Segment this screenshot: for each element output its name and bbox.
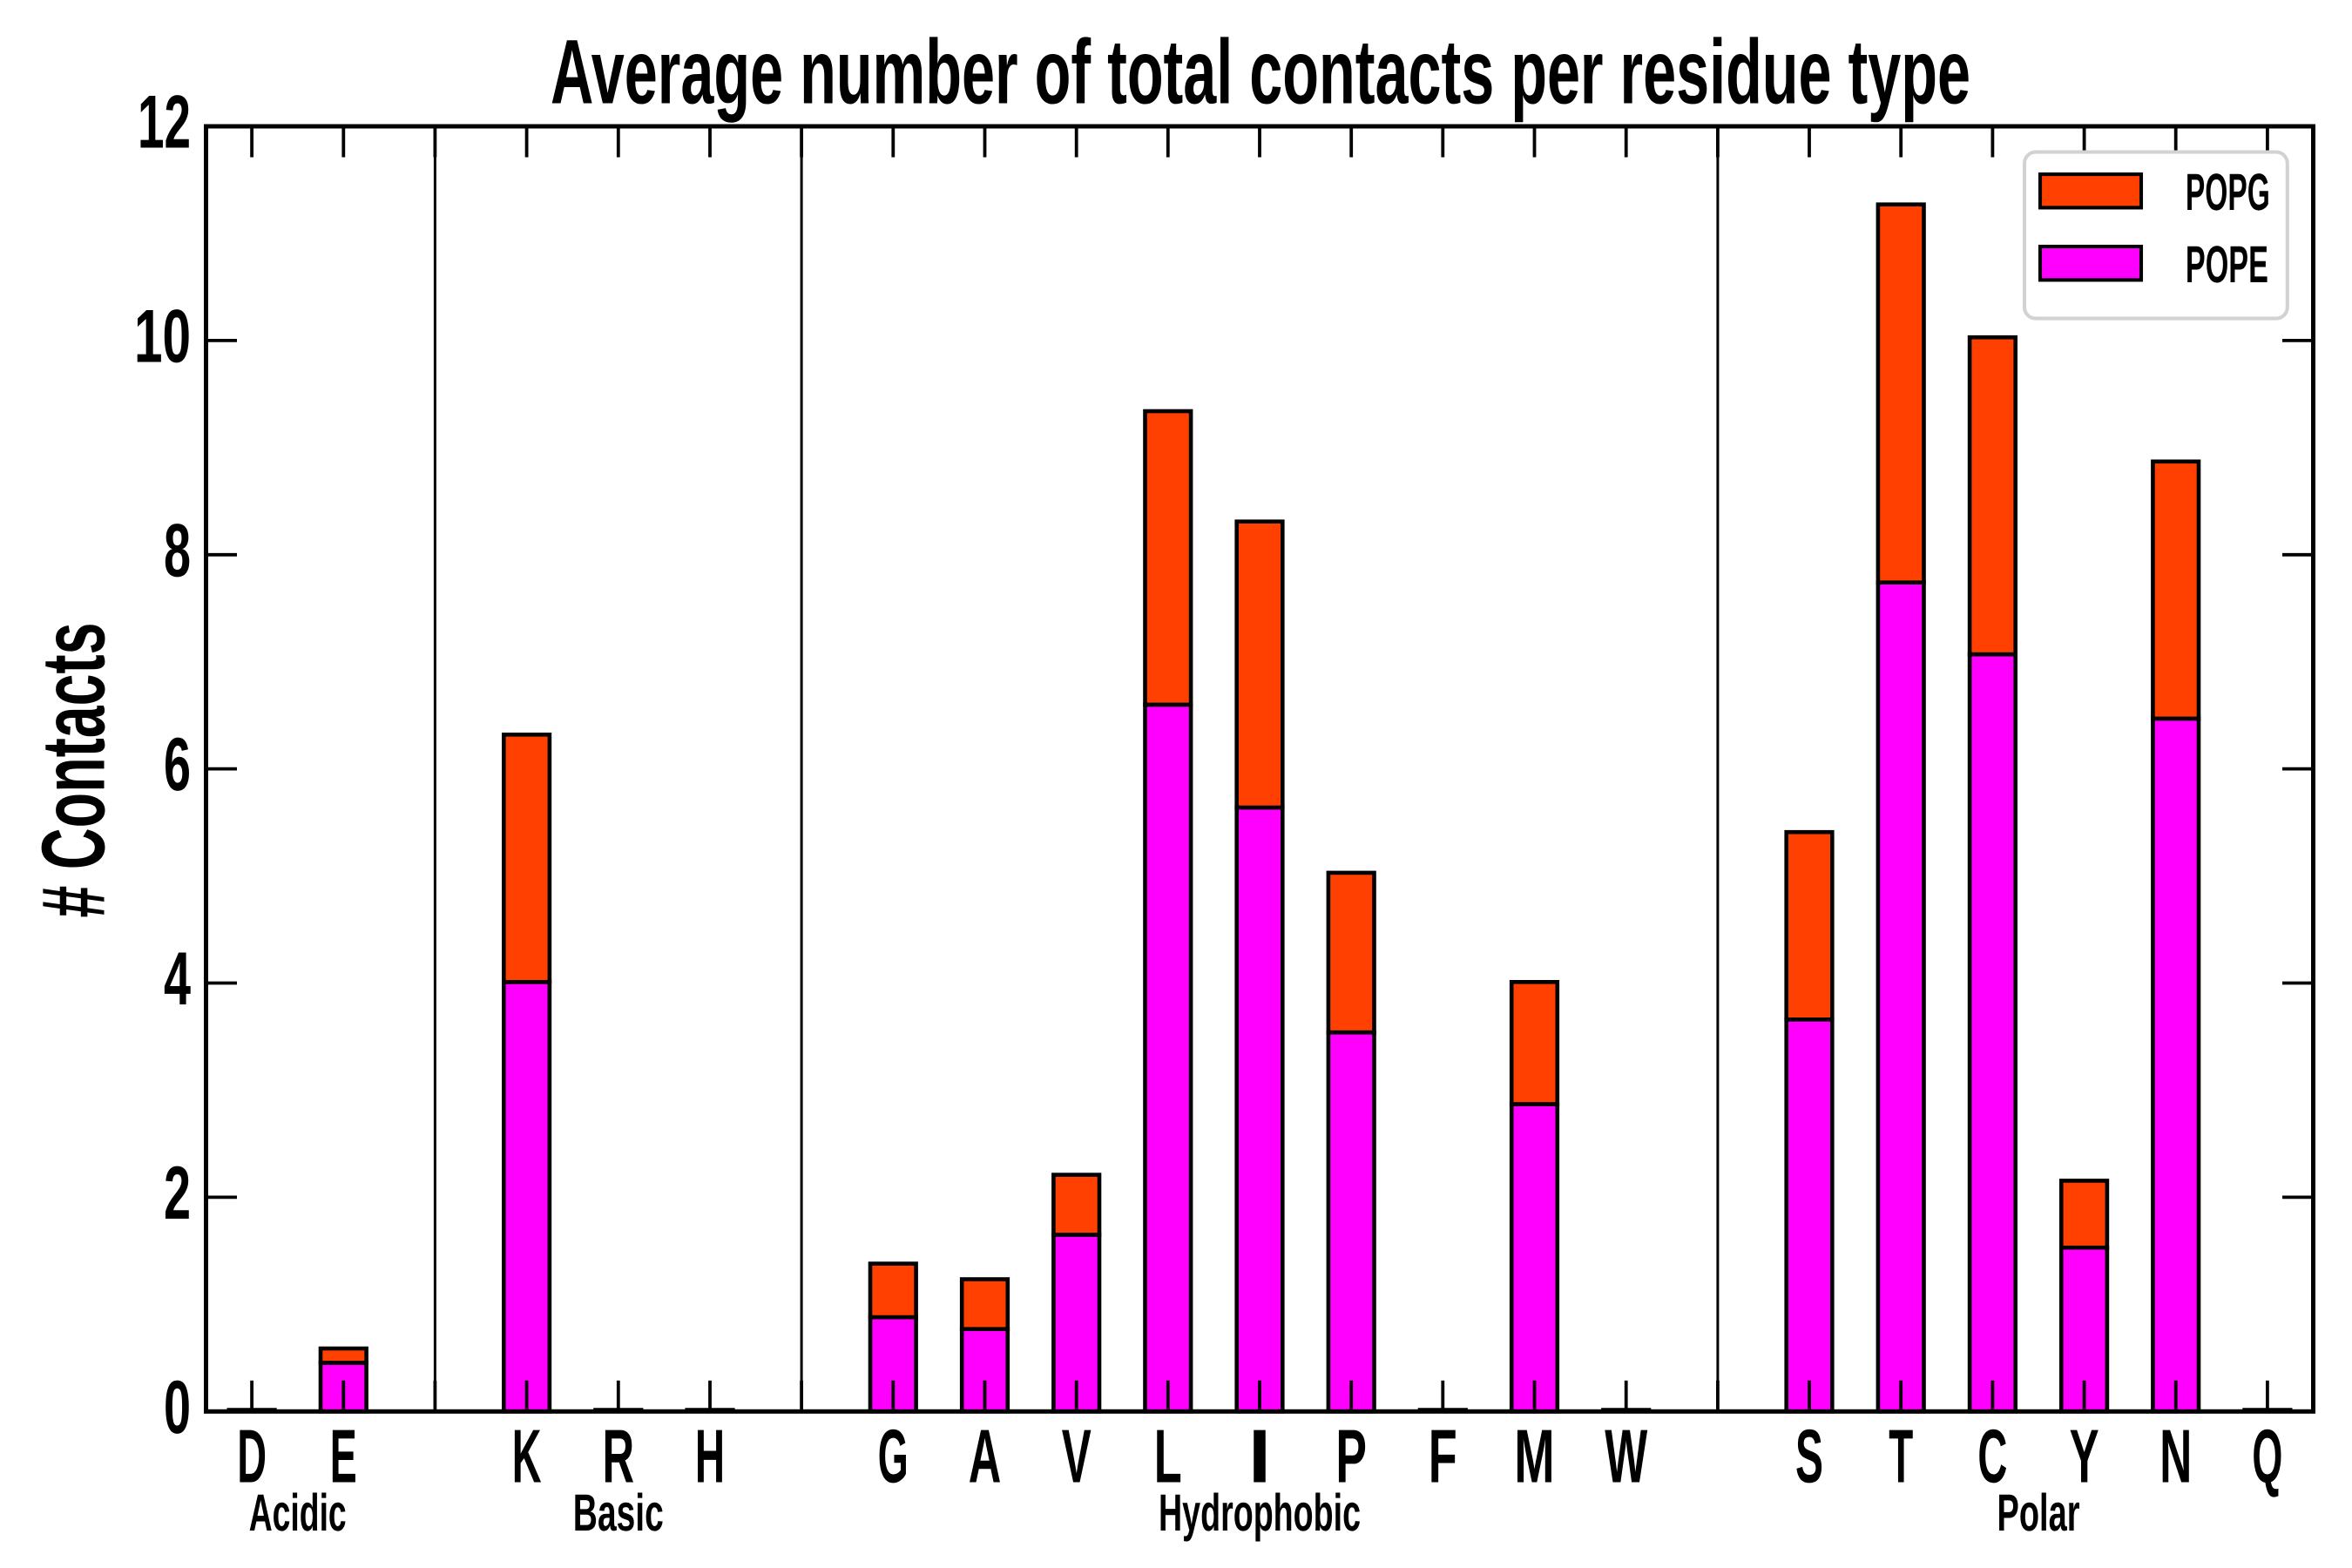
svg-text:8: 8 [164, 509, 191, 592]
svg-text:V: V [1062, 1415, 1092, 1499]
svg-text:M: M [1514, 1415, 1554, 1499]
svg-text:6: 6 [164, 723, 191, 807]
svg-text:0: 0 [164, 1366, 191, 1450]
svg-text:N: N [2159, 1415, 2192, 1499]
svg-text:POPE: POPE [2186, 235, 2268, 294]
svg-text:T: T [1889, 1415, 1913, 1499]
svg-text:10: 10 [134, 294, 191, 378]
svg-text:A: A [969, 1415, 1002, 1499]
svg-text:F: F [1429, 1415, 1457, 1499]
svg-text:# Contacts: # Contacts [24, 623, 124, 918]
svg-text:I: I [1248, 1415, 1271, 1499]
svg-text:P: P [1335, 1415, 1367, 1499]
svg-text:H: H [695, 1415, 725, 1499]
svg-text:S: S [1795, 1415, 1823, 1499]
svg-text:2: 2 [164, 1152, 191, 1235]
svg-text:POPG: POPG [2186, 163, 2270, 221]
svg-text:Polar: Polar [1997, 1484, 2080, 1542]
svg-text:D: D [237, 1415, 267, 1499]
svg-text:G: G [878, 1415, 909, 1499]
svg-text:C: C [1977, 1415, 2007, 1499]
svg-text:Basic: Basic [573, 1484, 664, 1542]
svg-text:R: R [603, 1415, 635, 1499]
svg-text:L: L [1154, 1415, 1182, 1499]
svg-text:Hydrophobic: Hydrophobic [1159, 1484, 1361, 1542]
svg-text:Average number of total contac: Average number of total contacts per res… [551, 22, 1970, 124]
svg-text:Acidic: Acidic [249, 1484, 347, 1542]
svg-text:K: K [512, 1415, 542, 1499]
svg-text:4: 4 [164, 937, 191, 1021]
svg-text:E: E [330, 1415, 357, 1499]
svg-text:Q: Q [2252, 1415, 2282, 1499]
svg-text:W: W [1605, 1415, 1648, 1499]
svg-text:12: 12 [138, 81, 191, 165]
svg-text:Y: Y [2070, 1415, 2099, 1499]
